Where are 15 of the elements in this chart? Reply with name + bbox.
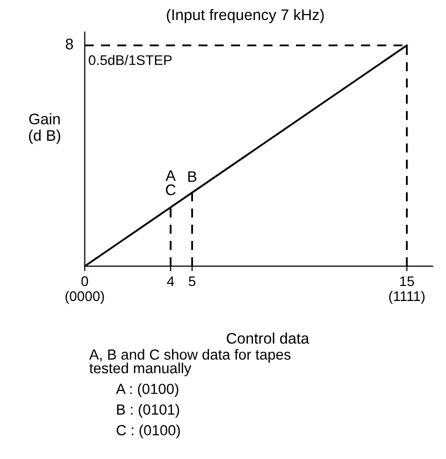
annotation: 0.5dB/1STEP — [88, 54, 172, 66]
annotation: A C — [166, 170, 176, 196]
y-axis-title: Gain (d B) — [28, 113, 60, 144]
text: A : (0100) — [116, 383, 178, 397]
chart-title: (Input frequency 7 kHz) — [166, 8, 324, 24]
text: B : (0101) — [117, 404, 180, 418]
text: C : (0100) — [116, 424, 180, 438]
text: A, B and C show data for tapes tested manually — [89, 349, 291, 376]
x-tick-label: 0 (0000) — [66, 276, 104, 304]
x-tick-label: 5 — [188, 276, 196, 286]
annotation: B — [188, 171, 196, 182]
x-tick-label: 4 — [167, 276, 174, 286]
annotation: 8 — [66, 38, 73, 50]
x-tick-label: 15 (1111) — [389, 276, 425, 304]
x-axis-title: Control data — [226, 332, 310, 344]
